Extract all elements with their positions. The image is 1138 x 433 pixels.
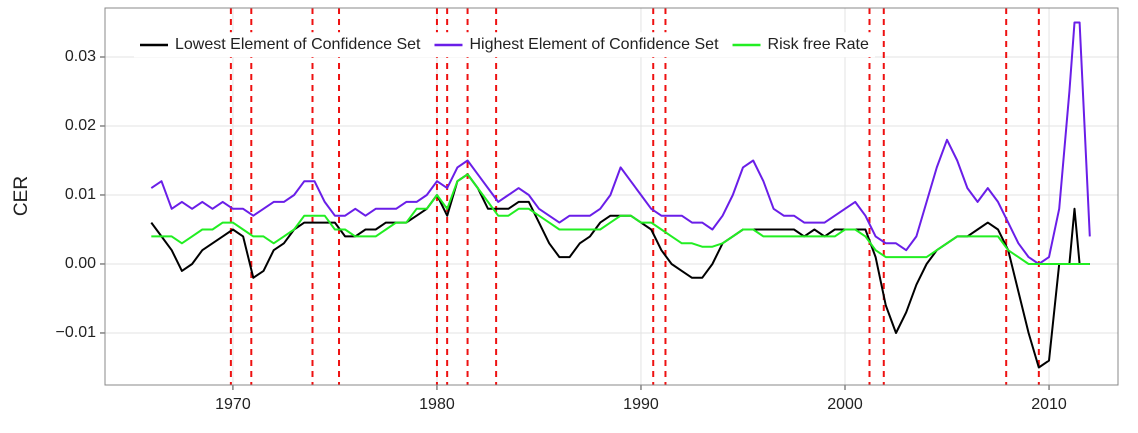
series-line bbox=[151, 173, 1090, 265]
x-tick-label: 1970 bbox=[215, 396, 251, 413]
series-line bbox=[150, 21, 1091, 265]
y-tick-label: 0.01 bbox=[65, 186, 96, 203]
y-tick-label: −0.01 bbox=[56, 324, 97, 341]
y-tick-label: 0.03 bbox=[65, 48, 96, 65]
legend-label: Risk free Rate bbox=[768, 36, 869, 53]
x-tick-label: 2000 bbox=[827, 396, 863, 413]
legend-label: Lowest Element of Confidence Set bbox=[175, 36, 421, 53]
legend: Lowest Element of Confidence Set Highest … bbox=[134, 32, 875, 58]
y-tick-label: 0.00 bbox=[65, 255, 96, 272]
plot-background bbox=[105, 8, 1118, 385]
x-tick-label: 2010 bbox=[1031, 396, 1067, 413]
x-tick-label: 1980 bbox=[419, 396, 455, 413]
y-axis-label: CER bbox=[11, 176, 32, 216]
x-tick-label: 1990 bbox=[623, 396, 659, 413]
y-tick-label: 0.02 bbox=[65, 117, 96, 134]
legend-label: Highest Element of Confidence Set bbox=[469, 36, 719, 53]
plot-border bbox=[104, 7, 1119, 386]
